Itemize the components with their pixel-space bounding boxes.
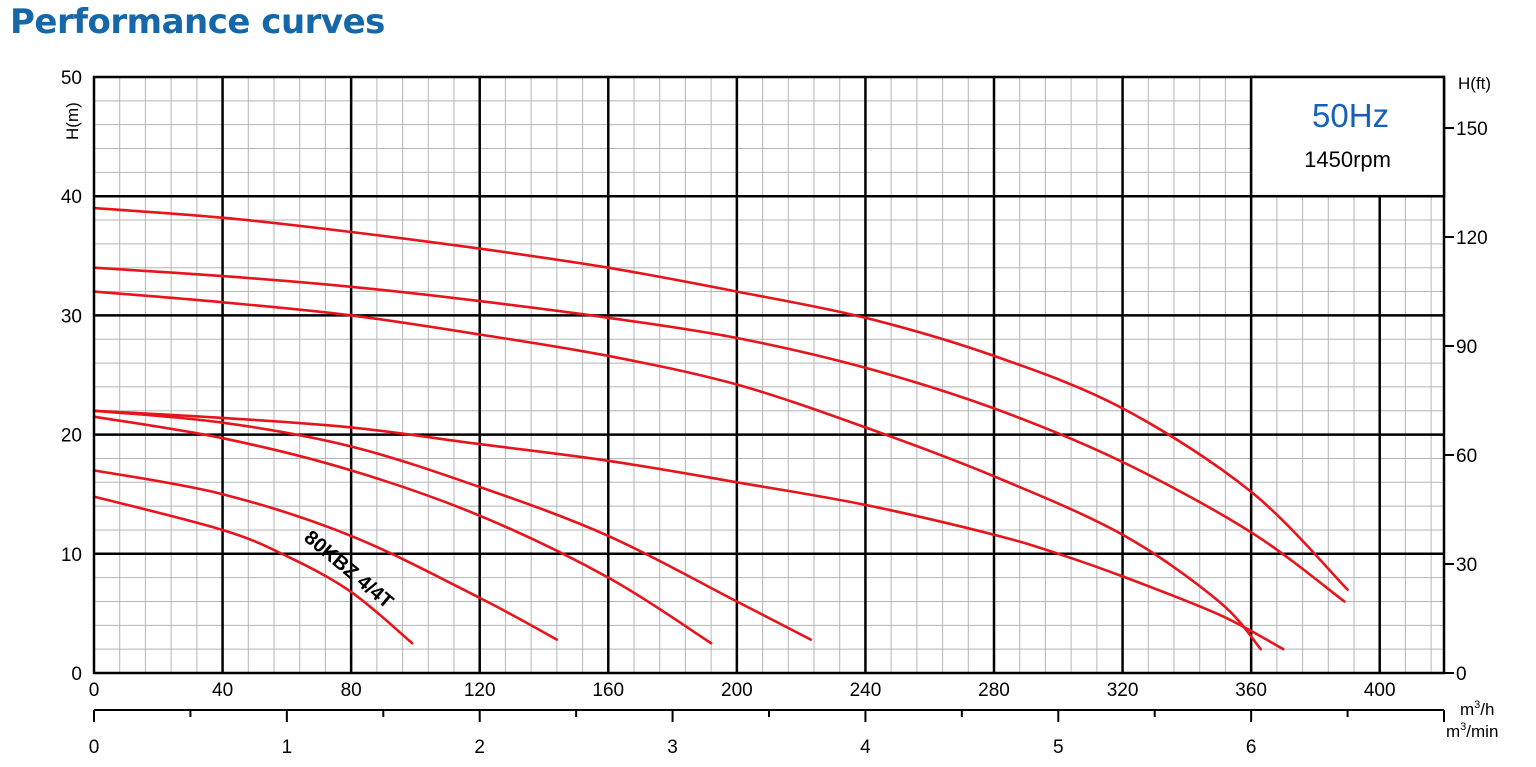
y-right-tick-label: 30 (1456, 555, 1477, 576)
x-secondary-tick-label: 4 (860, 737, 871, 758)
y-right-tick-label: 120 (1456, 228, 1488, 249)
speed-legend-box: 50Hz 1450rpm (1249, 75, 1446, 198)
x-primary-tick-label: 0 (89, 680, 100, 701)
y-right-tick-label: 0 (1456, 664, 1467, 685)
x-axis-primary-ticks: 0 40 80 120 160 200 240 280 320 360 400 (89, 680, 1396, 701)
y-axis-left-label: H(m) (63, 102, 82, 140)
x-secondary-tick-label: 3 (667, 737, 678, 758)
legend-background (1249, 75, 1446, 198)
x-secondary-unit-rest: /min (1466, 722, 1498, 741)
y-left-tick-label: 10 (61, 545, 82, 566)
x-primary-tick-label: 40 (212, 680, 233, 701)
x-primary-tick-label: 280 (978, 680, 1010, 701)
x-primary-unit-base: m (1460, 700, 1474, 719)
series-curve-2 (92, 266, 1346, 603)
y-right-tick-label: 90 (1456, 337, 1477, 358)
y-right-tick-label: 60 (1456, 446, 1477, 467)
series-layer (92, 206, 1349, 651)
x-secondary-tick-label: 6 (1246, 737, 1257, 758)
series-curve-4 (92, 409, 1285, 651)
x-primary-tick-label: 120 (464, 680, 496, 701)
series-curve-3 (92, 290, 1263, 651)
x-primary-unit-sup: 3 (1474, 699, 1480, 711)
grid-minor (94, 77, 1444, 673)
y-left-tick-label: 0 (71, 664, 82, 685)
y-axis-left-ticks: 0 10 20 30 40 50 (61, 68, 82, 685)
series-curve-1 (92, 206, 1349, 591)
x-primary-tick-label: 80 (341, 680, 362, 701)
series-curve-8 (92, 495, 414, 645)
x-primary-tick-label: 240 (850, 680, 882, 701)
frequency-label: 50Hz (1312, 97, 1389, 134)
x-primary-unit-rest: /h (1480, 700, 1494, 719)
x-axis-secondary-label: m3/min (1446, 721, 1498, 741)
x-primary-tick-label: 200 (721, 680, 753, 701)
speed-label: 1450rpm (1304, 147, 1391, 172)
y-left-tick-label: 30 (61, 306, 82, 327)
series-curve-6 (92, 415, 713, 645)
x-primary-tick-label: 320 (1107, 680, 1139, 701)
x-axis-secondary: 0 1 2 3 4 5 6 (89, 709, 1445, 758)
x-axis-primary-label: m3/h (1460, 699, 1494, 719)
x-secondary-unit-sup: 3 (1460, 721, 1466, 733)
x-secondary-tick-label: 2 (474, 737, 485, 758)
x-primary-tick-label: 360 (1235, 680, 1267, 701)
y-axis-right-ticks: 0 30 60 90 120 150 (1444, 119, 1488, 685)
grid-major (94, 77, 1444, 673)
x-secondary-tick-label: 5 (1053, 737, 1064, 758)
y-left-tick-label: 20 (61, 426, 82, 447)
plot-frame (92, 75, 1446, 675)
x-secondary-tick-label: 1 (282, 737, 293, 758)
y-left-tick-label: 50 (61, 68, 82, 89)
x-secondary-tick-label: 0 (89, 737, 100, 758)
x-secondary-unit-base: m (1446, 722, 1460, 741)
x-primary-tick-label: 160 (592, 680, 624, 701)
series-curve-5 (92, 409, 813, 641)
x-primary-tick-label: 400 (1364, 680, 1396, 701)
y-left-tick-label: 40 (61, 187, 82, 208)
y-right-tick-label: 150 (1456, 119, 1488, 140)
page-title: Performance curves (10, 2, 385, 42)
y-axis-right-label: H(ft) (1458, 74, 1491, 93)
series-curve-7 (92, 469, 559, 641)
